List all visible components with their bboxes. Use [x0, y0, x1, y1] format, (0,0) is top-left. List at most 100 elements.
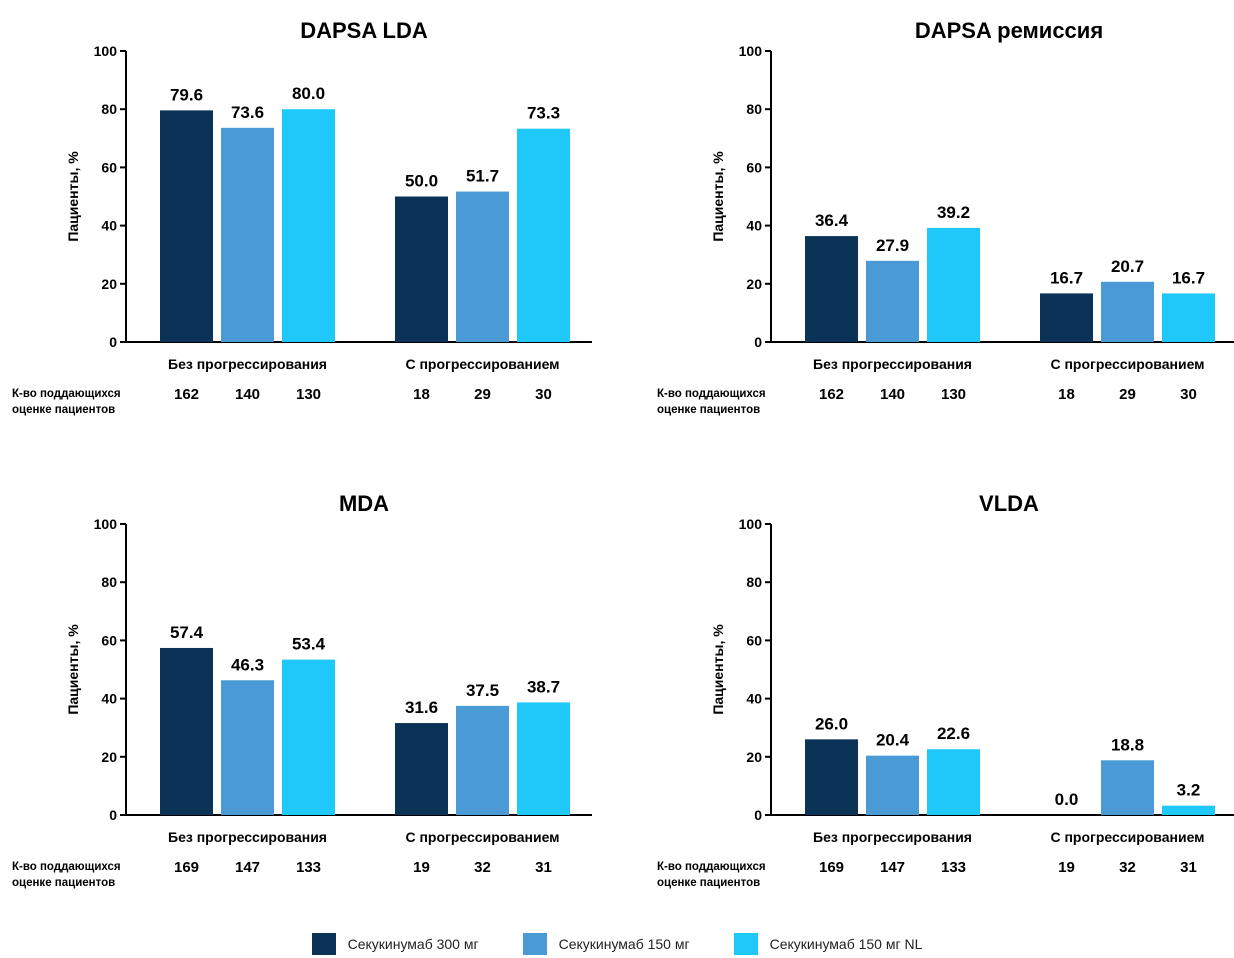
legend-label: Секукинумаб 150 мг	[558, 936, 690, 952]
y-tick-label: 20	[746, 276, 762, 292]
y-axis-label: Пациенты, %	[65, 624, 81, 715]
patient-count: 133	[941, 859, 966, 876]
y-tick-label: 40	[746, 218, 762, 234]
category-label: Без прогрессирования	[813, 829, 972, 845]
y-tick-label: 80	[746, 574, 762, 590]
data-label: 3.2	[1177, 781, 1201, 800]
chart-dapsa-lda: DAPSA LDA Пациенты, % 0 20 40 60 80 100 Без прог…	[12, 18, 592, 416]
patient-count: 130	[941, 386, 966, 403]
category-label: С прогрессированием	[1050, 829, 1204, 845]
y-tick-label: 20	[101, 749, 117, 765]
chart-mda: MDA Пациенты, % 0 20 40 60 80 100 Без прогрессир…	[12, 491, 592, 889]
category-label: Без прогрессирования	[168, 829, 327, 845]
patient-count: 32	[1119, 859, 1136, 876]
data-label: 53.4	[292, 635, 326, 654]
data-label: 57.4	[170, 623, 204, 642]
legend-label: Секукинумаб 300 мг	[347, 936, 479, 952]
data-label: 79.6	[170, 85, 203, 104]
y-axis-label: Пациенты, %	[65, 151, 81, 242]
chart-title: DAPSA ремиссия	[915, 18, 1103, 43]
legend-item: Секукинумаб 300 мг	[311, 933, 479, 955]
n-row-label-line2: оценке пациентов	[657, 404, 760, 416]
y-tick-label: 40	[101, 691, 117, 707]
patient-count: 18	[413, 386, 430, 403]
data-label: 51.7	[466, 167, 499, 186]
category-label: Без прогрессирования	[168, 356, 327, 372]
y-tick-label: 100	[739, 43, 763, 59]
y-tick-label: 0	[109, 807, 117, 823]
y-tick-label: 0	[754, 807, 762, 823]
data-label: 80.0	[292, 84, 325, 103]
bar	[1101, 281, 1154, 342]
legend-item: Секукинумаб 150 мг NL	[733, 933, 923, 955]
patient-count: 29	[1119, 386, 1136, 403]
bar	[517, 128, 570, 342]
patient-count: 133	[296, 859, 321, 876]
data-label: 39.2	[937, 203, 970, 222]
patient-count: 162	[174, 386, 199, 403]
data-label: 73.3	[527, 104, 560, 123]
bar	[395, 723, 448, 815]
y-axis-label: Пациенты, %	[710, 624, 726, 715]
bar	[805, 236, 858, 342]
data-label: 20.7	[1111, 257, 1144, 276]
patient-count: 29	[474, 386, 491, 403]
y-tick-label: 100	[94, 43, 118, 59]
n-row-label-line2: оценке пациентов	[12, 404, 115, 416]
chart-title: VLDA	[979, 491, 1039, 516]
data-label: 27.9	[876, 236, 909, 255]
bar	[1162, 805, 1215, 815]
patient-count: 147	[880, 859, 905, 876]
legend-label: Секукинумаб 150 мг NL	[769, 936, 923, 952]
legend-item: Секукинумаб 150 мг	[522, 933, 690, 955]
bar	[1101, 760, 1154, 815]
y-tick-label: 80	[101, 101, 117, 117]
y-tick-label: 0	[109, 334, 117, 350]
n-row-label-line2: оценке пациентов	[12, 877, 115, 889]
y-tick-label: 80	[101, 574, 117, 590]
bar	[1162, 293, 1215, 342]
patient-count: 32	[474, 859, 491, 876]
bar	[805, 739, 858, 815]
n-row-label-line1: К-во поддающихся	[12, 861, 121, 873]
legend-swatch	[733, 933, 758, 955]
patient-count: 19	[1058, 859, 1075, 876]
y-tick-label: 100	[94, 516, 118, 532]
bar	[866, 755, 919, 815]
data-label: 50.0	[405, 172, 438, 191]
bar	[866, 260, 919, 342]
bar	[160, 647, 213, 815]
y-tick-label: 100	[739, 516, 763, 532]
patient-count: 30	[535, 386, 552, 403]
y-tick-label: 0	[754, 334, 762, 350]
bar	[456, 705, 509, 815]
data-label: 46.3	[231, 655, 264, 674]
patient-count: 18	[1058, 386, 1075, 403]
n-row-label-line2: оценке пациентов	[657, 877, 760, 889]
data-label: 0.0	[1055, 790, 1079, 809]
patient-count: 169	[819, 859, 844, 876]
patient-count: 140	[880, 386, 905, 403]
legend-swatch	[311, 933, 336, 955]
patient-count: 130	[296, 386, 321, 403]
patient-count: 140	[235, 386, 260, 403]
bar	[282, 659, 335, 815]
n-row-label-line1: К-во поддающихся	[657, 388, 766, 400]
legend-swatch	[522, 933, 547, 955]
y-tick-label: 40	[746, 691, 762, 707]
chart-title: DAPSA LDA	[300, 18, 428, 43]
data-label: 16.7	[1050, 268, 1083, 287]
chart-title: MDA	[339, 491, 389, 516]
y-tick-label: 80	[746, 101, 762, 117]
category-label: С прогрессированием	[1050, 356, 1204, 372]
chart-dapsa-remission: DAPSA ремиссия Пациенты, % 0 20 40 60 80 100 Без…	[657, 18, 1234, 416]
patient-count: 147	[235, 859, 260, 876]
data-label: 38.7	[527, 677, 560, 696]
data-label: 26.0	[815, 714, 848, 733]
bar	[395, 196, 448, 342]
data-label: 22.6	[937, 724, 970, 743]
category-label: С прогрессированием	[405, 356, 559, 372]
data-label: 31.6	[405, 698, 438, 717]
bar	[221, 680, 274, 815]
